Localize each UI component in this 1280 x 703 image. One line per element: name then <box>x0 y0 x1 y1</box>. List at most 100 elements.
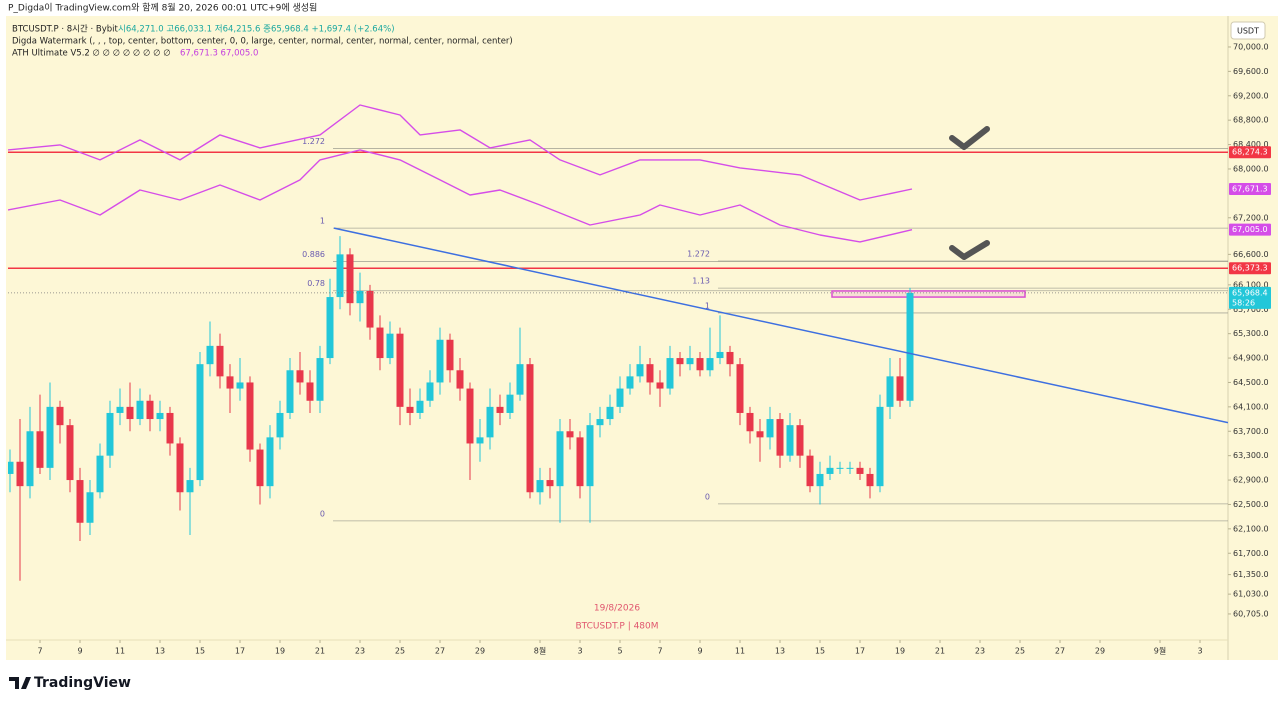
y-tick-label: 68,800.0 <box>1233 116 1269 125</box>
candle-body <box>486 406 494 438</box>
x-tick-label: 11 <box>735 647 745 656</box>
x-tick-label: 25 <box>1015 647 1025 656</box>
candle-body <box>396 333 404 407</box>
check-mark-shape <box>949 240 990 260</box>
candle-body <box>606 406 614 420</box>
candle-body <box>866 473 874 487</box>
x-tick-label: 8월 <box>534 646 546 656</box>
candle-body <box>96 455 104 493</box>
x-tick-label: 15 <box>815 647 825 656</box>
candle-body <box>906 292 914 401</box>
price-badge <box>1229 262 1271 275</box>
candle-body <box>176 443 184 493</box>
candle-body <box>786 425 794 456</box>
candle-body <box>426 382 434 401</box>
candle-body <box>816 473 824 487</box>
fib-level-label: 0 <box>320 509 325 518</box>
y-tick-label: 70,000.0 <box>1233 42 1269 51</box>
candle-body <box>796 425 804 456</box>
x-tick-label: 17 <box>855 647 865 656</box>
candle-body <box>456 370 464 389</box>
zone-rectangle <box>831 290 1026 298</box>
candle-body <box>826 467 834 474</box>
y-tick-label: 68,400.0 <box>1233 140 1269 149</box>
candle-body <box>446 339 454 371</box>
candle-body <box>266 437 274 487</box>
price-badge-label: 65,968.4 <box>1232 288 1268 297</box>
candle-body <box>186 480 194 493</box>
y-tick-label: 63,300.0 <box>1233 451 1269 460</box>
candle-body <box>706 358 714 371</box>
candle-body <box>196 364 204 481</box>
candle-body <box>366 290 374 328</box>
fib-level-label: 1 <box>320 217 325 226</box>
candle-body <box>76 480 84 523</box>
candle-body <box>356 290 364 304</box>
x-tick-label: 13 <box>775 647 785 656</box>
y-tick-label: 62,500.0 <box>1233 500 1269 509</box>
x-tick-label: 25 <box>395 647 405 656</box>
x-tick-label: 17 <box>235 647 245 656</box>
candle-body <box>46 406 54 468</box>
y-tick-label: 69,600.0 <box>1233 67 1269 76</box>
candle-body <box>386 333 394 359</box>
currency-badge[interactable] <box>1230 21 1266 40</box>
ath-band <box>8 149 913 243</box>
brand-logo: TradingView <box>9 675 131 691</box>
x-tick-label: 5 <box>617 647 622 656</box>
candle-body <box>766 419 774 438</box>
candle-body <box>146 400 154 420</box>
candle-body <box>596 419 604 426</box>
candle-body <box>526 364 534 493</box>
candle-body <box>136 400 144 420</box>
price-badge <box>1229 223 1271 236</box>
candle-body <box>166 412 174 444</box>
y-tick-label: 65,300.0 <box>1233 329 1269 338</box>
candle-body <box>736 364 744 413</box>
candle-body <box>346 254 354 304</box>
candle-body <box>896 376 904 401</box>
chart-background <box>6 16 1278 660</box>
brand-name: TradingView <box>34 675 131 691</box>
countdown-label: 58:26 <box>1232 298 1255 307</box>
x-tick-label: 13 <box>155 647 165 656</box>
candle-body <box>876 406 884 487</box>
y-tick-label: 68,000.0 <box>1233 164 1269 173</box>
time-axis: 7 9 11 13 15 17 19 21 23 25 27 29 8월 3 5 7 9 11 13 15 17 19 21… <box>37 640 1203 656</box>
x-tick-label: 9월 <box>1154 646 1166 656</box>
candle-body <box>856 467 864 474</box>
x-tick-label: 23 <box>975 647 985 656</box>
candle-body <box>836 467 844 469</box>
candle-body <box>626 376 634 389</box>
x-tick-label: 27 <box>435 647 445 656</box>
candle-body <box>886 376 894 407</box>
candle-body <box>506 394 514 413</box>
candle-body <box>586 425 594 487</box>
watermark-date: 19/8/2026 <box>594 604 640 614</box>
candle-body <box>516 364 524 395</box>
candle-body <box>656 382 664 389</box>
y-tick-label: 66,600.0 <box>1233 250 1269 259</box>
candle-body <box>206 345 214 365</box>
candle-body <box>806 455 814 487</box>
candle-body <box>746 412 754 432</box>
y-tick-label: 65,700.0 <box>1233 305 1269 314</box>
y-tick-label: 69,200.0 <box>1233 91 1269 100</box>
y-tick-label: 67,200.0 <box>1233 213 1269 222</box>
x-tick-label: 9 <box>77 647 82 656</box>
x-tick-label: 11 <box>115 647 125 656</box>
price-axis: 70,000.0 69,600.0 69,200.0 68,800.0 68,400.0… <box>1228 42 1269 618</box>
fib-level-label: 0 <box>705 492 710 501</box>
candle-body <box>416 400 424 413</box>
candle-body <box>26 431 34 487</box>
price-badge-label: 66,373.3 <box>1232 264 1268 273</box>
candles <box>8 236 914 581</box>
y-tick-label: 63,700.0 <box>1233 427 1269 436</box>
candle-body <box>696 358 704 371</box>
candle-body <box>286 370 294 413</box>
candle-body <box>666 358 674 389</box>
y-tick-label: 64,900.0 <box>1233 354 1269 363</box>
plot-area: 1.272 1 0.886 0.78 0 1.272 1.13 1 0 <box>8 104 1228 581</box>
